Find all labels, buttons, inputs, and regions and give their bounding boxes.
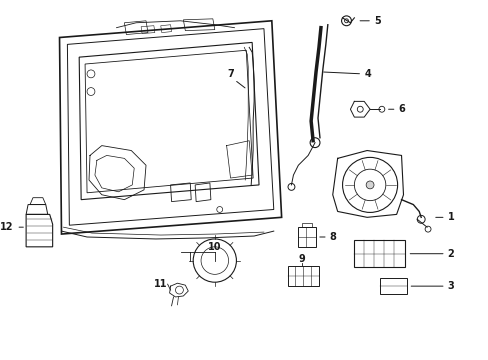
Text: 5: 5	[373, 16, 380, 26]
Text: 4: 4	[364, 69, 370, 79]
Text: 11: 11	[154, 279, 167, 289]
Text: 7: 7	[227, 69, 233, 79]
Text: 3: 3	[447, 281, 453, 291]
Text: 9: 9	[298, 254, 305, 264]
Text: 8: 8	[329, 232, 336, 242]
Circle shape	[366, 181, 373, 189]
Text: 1: 1	[447, 212, 453, 222]
Text: 2: 2	[447, 249, 453, 259]
Text: 6: 6	[398, 104, 405, 114]
Text: 10: 10	[207, 242, 221, 252]
Text: 12: 12	[0, 222, 13, 232]
